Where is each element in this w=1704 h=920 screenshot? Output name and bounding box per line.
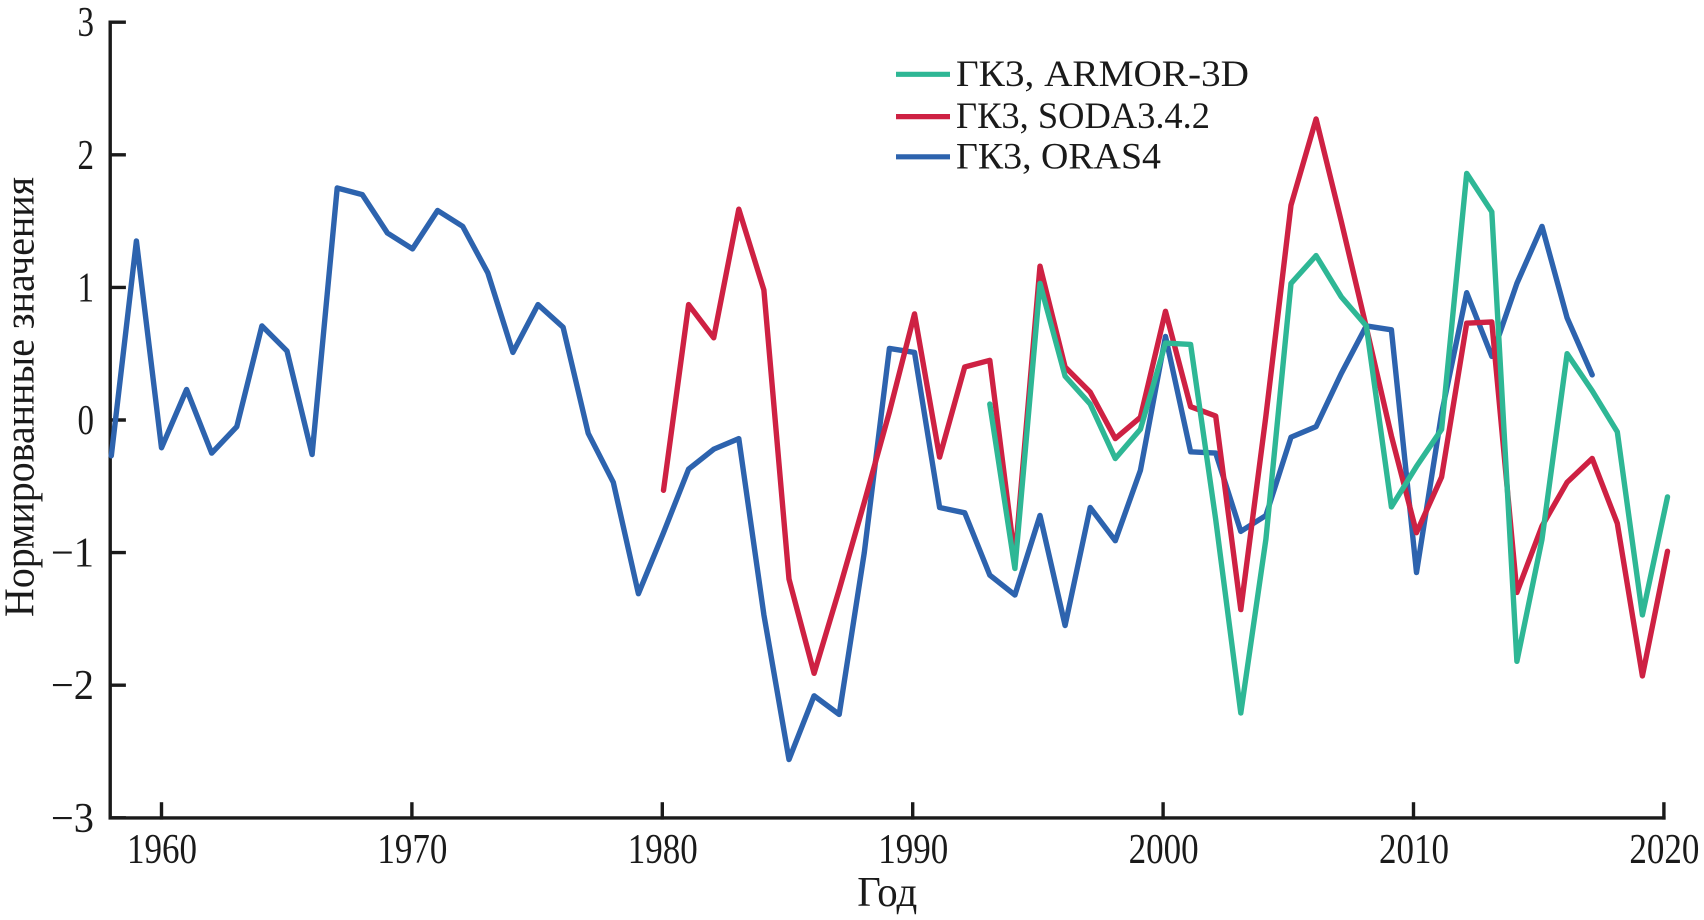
svg-text:1990: 1990 [878,827,948,873]
svg-text:1960: 1960 [127,827,197,873]
svg-text:−1: −1 [51,531,94,577]
svg-text:−3: −3 [51,796,94,842]
svg-text:1980: 1980 [628,827,698,873]
svg-text:2010: 2010 [1379,827,1449,873]
svg-text:2: 2 [78,133,95,179]
svg-text:ГК3, ARMOR-3D: ГК3, ARMOR-3D [956,54,1249,95]
svg-text:2020: 2020 [1629,827,1699,873]
svg-text:ГК3, ORAS4: ГК3, ORAS4 [956,136,1161,177]
svg-text:2000: 2000 [1129,827,1199,873]
svg-text:1970: 1970 [377,827,447,873]
svg-text:0: 0 [78,398,95,444]
svg-text:Нормированные значения: Нормированные значения [0,177,44,617]
svg-text:−2: −2 [51,663,94,709]
svg-text:1: 1 [78,265,95,311]
svg-text:ГК3, SODA3.4.2: ГК3, SODA3.4.2 [956,96,1210,137]
svg-text:Год: Год [857,870,917,916]
svg-text:3: 3 [78,0,95,46]
